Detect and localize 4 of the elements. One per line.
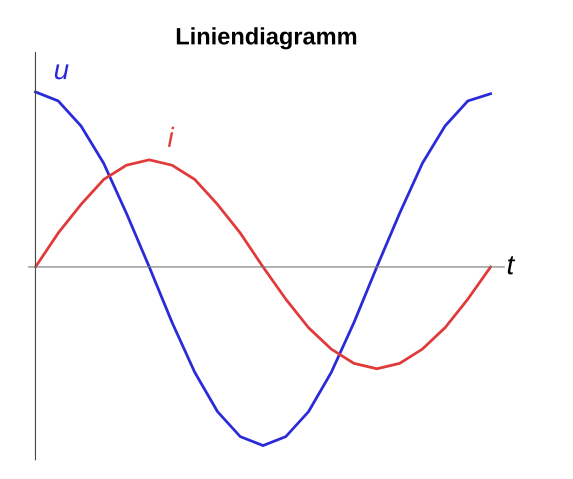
series-label: i	[168, 126, 174, 147]
series-label: u	[54, 64, 69, 80]
chart-title: Liniendiagramm	[176, 27, 356, 50]
x-axis-title: t	[508, 256, 516, 274]
